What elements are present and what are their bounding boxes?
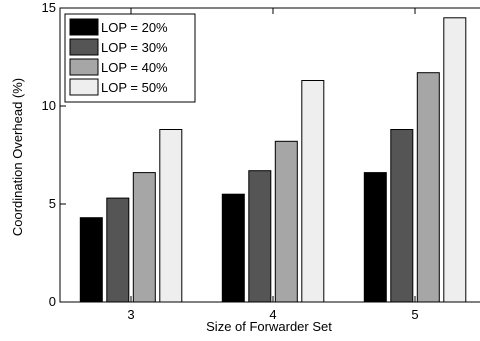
- bar-1-5: [363, 172, 387, 303]
- y-axis-label: Coordination Overhead (%): [10, 78, 25, 236]
- legend-label: LOP = 30%: [101, 40, 168, 55]
- legend-swatch: [69, 58, 99, 76]
- legend-swatch: [69, 78, 99, 96]
- y-tick-label: 10: [42, 98, 56, 113]
- y-tick-label: 0: [49, 294, 56, 309]
- bar-2-4: [248, 170, 272, 303]
- legend-swatch: [69, 18, 99, 36]
- legend-label: LOP = 20%: [101, 20, 168, 35]
- x-tick-label: 5: [411, 307, 418, 322]
- bar-4-3: [159, 129, 183, 303]
- legend-label: LOP = 40%: [101, 60, 168, 75]
- x-tick-label: 4: [269, 307, 276, 322]
- bar-4-4: [301, 80, 325, 303]
- y-tick-label: 5: [49, 196, 56, 211]
- legend-label: LOP = 50%: [101, 80, 168, 95]
- legend: LOP = 20% LOP = 30% LOP = 40% LOP = 50%: [64, 13, 196, 103]
- bar-4-5: [443, 17, 467, 303]
- bar-2-3: [106, 197, 130, 303]
- x-axis-label: Size of Forwarder Set: [206, 319, 332, 334]
- y-tick-label: 15: [42, 0, 56, 15]
- bar-3-3: [132, 172, 156, 303]
- bar-3-4: [274, 140, 298, 303]
- bar-3-5: [416, 72, 440, 303]
- x-tick-label: 3: [127, 307, 134, 322]
- bar-2-5: [390, 129, 414, 303]
- bar-1-3: [79, 217, 103, 303]
- ticks-layer: 0 5 10 15 3 4 5: [42, 0, 419, 322]
- legend-swatch: [69, 38, 99, 56]
- bar-1-4: [221, 193, 245, 303]
